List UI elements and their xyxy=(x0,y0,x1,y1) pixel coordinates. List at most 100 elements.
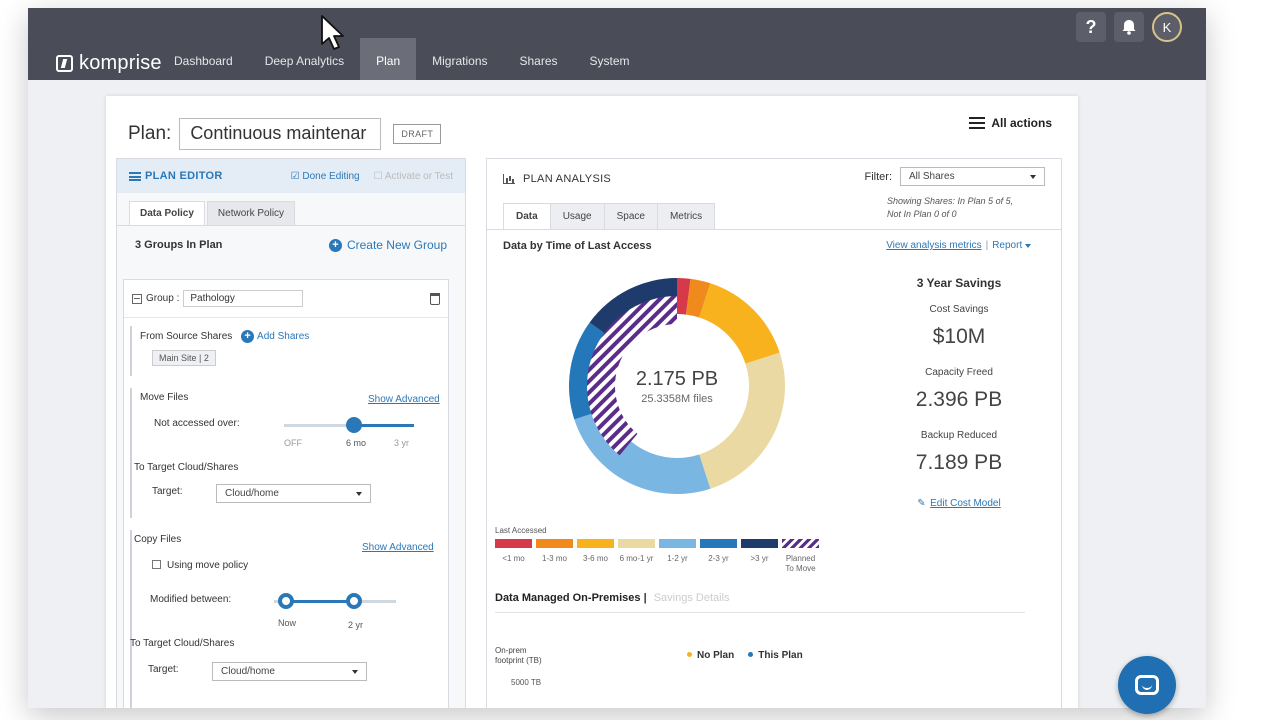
not-accessed-label: Not accessed over: xyxy=(154,418,240,429)
brand-name: komprise xyxy=(79,52,162,74)
legend-swatch xyxy=(782,539,819,548)
tab-space[interactable]: Space xyxy=(603,203,658,230)
savings-details-tab[interactable]: Savings Details xyxy=(653,592,730,604)
legend-label: 2-3 yr xyxy=(708,554,729,563)
capacity-freed-value: 2.396 PB xyxy=(915,388,1003,411)
donut-segment-3[interactable] xyxy=(699,352,785,489)
using-move-policy-checkbox[interactable] xyxy=(152,560,161,569)
legend-label: Planned To Move xyxy=(785,554,816,573)
cost-savings-label: Cost Savings xyxy=(929,304,989,315)
nav-plan[interactable]: Plan xyxy=(360,38,417,80)
tab-data[interactable]: Data xyxy=(503,203,551,230)
plan-editor-panel: PLAN EDITOR ☑ Done Editing ☐ Activate or… xyxy=(116,158,466,708)
all-actions-menu[interactable]: All actions xyxy=(969,116,1052,130)
editor-tabs: Data Policy Network Policy xyxy=(117,193,465,226)
filter-label: Filter: xyxy=(864,171,893,183)
tab-metrics[interactable]: Metrics xyxy=(656,203,716,230)
view-analysis-metrics-link[interactable]: View analysis metrics xyxy=(886,240,982,251)
report-dropdown[interactable]: Report xyxy=(992,240,1031,251)
add-shares-button[interactable]: + Add Shares xyxy=(241,330,309,343)
move-files-title: Move Files xyxy=(140,392,189,403)
plan-analysis-panel: PLAN ANALYSIS Filter: All Shares Showing… xyxy=(486,158,1062,708)
nav-shares[interactable]: Shares xyxy=(519,54,558,68)
three-year-savings: 3 Year Savings Cost Savings $10M Capacit… xyxy=(889,276,1029,511)
legend-item-7: Planned To Move xyxy=(782,539,819,574)
trash-icon[interactable] xyxy=(430,292,440,305)
last-access-donut-chart xyxy=(569,278,785,494)
legend-title: Last Accessed xyxy=(495,526,547,535)
move-target-label: Target: xyxy=(152,486,183,497)
cost-savings-value: $10M xyxy=(932,325,986,348)
tab-data-policy[interactable]: Data Policy xyxy=(129,201,205,225)
donut-segment-0[interactable] xyxy=(677,278,691,315)
legend-no-plan: No Plan xyxy=(687,650,734,661)
move-tick-3yr: 3 yr xyxy=(394,438,410,448)
move-slider-handle[interactable] xyxy=(346,417,362,433)
donut-segment-1[interactable] xyxy=(686,278,711,318)
legend-item-3: 6 mo-1 yr xyxy=(618,539,655,574)
edit-cost-model-link[interactable]: ✎ Edit Cost Model xyxy=(889,493,1029,511)
this-plan-dot xyxy=(748,652,754,657)
nav-deep-analytics[interactable]: Deep Analytics xyxy=(264,54,345,68)
tab-network-policy[interactable]: Network Policy xyxy=(206,201,296,225)
brand-logo[interactable]: komprise xyxy=(56,52,162,75)
on-prem-y-tick: 5000 TB xyxy=(511,678,542,687)
user-avatar[interactable]: K xyxy=(1152,12,1182,42)
source-share-chip[interactable]: Main Site | 2 xyxy=(152,350,216,366)
copy-files-title: Copy Files xyxy=(134,534,182,545)
activate-test-button[interactable]: ☐ Activate or Test xyxy=(373,170,453,182)
copy-slider-end-handle[interactable] xyxy=(346,593,362,609)
filter-note-not-in-plan: Not In Plan 0 of 0 xyxy=(887,209,957,219)
legend-label: 1-3 mo xyxy=(542,554,567,563)
help-icon[interactable]: ? xyxy=(1076,12,1106,42)
legend-swatch xyxy=(618,539,655,548)
done-editing-label: Done Editing xyxy=(302,170,360,182)
filter-select[interactable]: All Shares xyxy=(900,167,1045,186)
analysis-links: View analysis metrics | Report xyxy=(886,240,1031,251)
nav-migrations[interactable]: Migrations xyxy=(432,54,488,68)
legend-swatch xyxy=(700,539,737,548)
nav-dashboard[interactable]: Dashboard xyxy=(174,54,233,68)
plan-name-input[interactable]: Continuous maintenar xyxy=(179,118,382,150)
divider xyxy=(495,612,1025,613)
move-show-advanced-link[interactable]: Show Advanced xyxy=(368,394,440,405)
plus-circle-icon: + xyxy=(328,238,342,252)
draft-status-badge: DRAFT xyxy=(393,124,442,144)
legend-item-4: 1-2 yr xyxy=(659,539,696,574)
tab-usage[interactable]: Usage xyxy=(549,203,605,230)
legend-item-6: >3 yr xyxy=(741,539,778,574)
main-nav: Dashboard Deep Analytics Plan Migrations… xyxy=(158,38,646,80)
legend-item-1: 1-3 mo xyxy=(536,539,573,574)
groups-bar: 3 Groups In Plan + Create New Group xyxy=(117,226,465,264)
ylabel-line-2: footprint (TB) xyxy=(495,656,542,665)
collapse-icon[interactable] xyxy=(132,293,142,304)
move-target-select[interactable]: Cloud/home xyxy=(216,484,371,503)
group-name-input[interactable]: Pathology xyxy=(183,290,304,307)
legend-this-plan: This Plan xyxy=(748,650,803,661)
copy-slider-fill xyxy=(284,600,354,603)
move-tick-6mo: 6 mo xyxy=(346,438,367,448)
legend-item-2: 3-6 mo xyxy=(577,539,614,574)
no-plan-dot xyxy=(687,652,692,657)
on-prem-title: Data Managed On-Premises xyxy=(495,592,641,604)
legend-label: 3-6 mo xyxy=(583,554,608,563)
donut-segment-2[interactable] xyxy=(699,283,780,364)
notifications-bell-icon[interactable] xyxy=(1114,12,1144,42)
list-icon xyxy=(129,171,141,181)
using-move-policy-option[interactable]: Using move policy xyxy=(152,560,248,571)
move-slider-fill xyxy=(354,424,414,427)
done-editing-button[interactable]: ☑ Done Editing xyxy=(290,170,360,182)
edit-cost-model-label: Edit Cost Model xyxy=(930,498,1001,509)
section-divider xyxy=(130,326,132,376)
legend-swatch xyxy=(659,539,696,548)
copy-target-select[interactable]: Cloud/home xyxy=(212,662,367,681)
last-access-heading: Data by Time of Last Access xyxy=(503,240,652,252)
copy-show-advanced-link[interactable]: Show Advanced xyxy=(362,542,434,553)
nav-system[interactable]: System xyxy=(589,54,630,68)
chat-launcher-button[interactable] xyxy=(1118,656,1176,714)
copy-slider-start-handle[interactable] xyxy=(278,593,294,609)
analysis-tabs: Data Usage Space Metrics xyxy=(503,203,716,230)
donut-planned-to-move-band xyxy=(587,296,677,456)
from-source-shares: From Source Shares + Add Shares xyxy=(140,330,309,343)
create-new-group-button[interactable]: + Create New Group xyxy=(328,238,447,252)
